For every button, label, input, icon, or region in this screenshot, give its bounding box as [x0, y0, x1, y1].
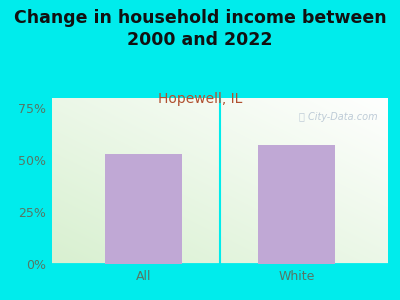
- Text: ⓘ City-Data.com: ⓘ City-Data.com: [299, 112, 378, 122]
- Bar: [106, 154, 182, 264]
- Bar: [258, 146, 334, 264]
- Text: Change in household income between
2000 and 2022: Change in household income between 2000 …: [14, 9, 386, 49]
- Text: Hopewell, IL: Hopewell, IL: [158, 92, 242, 106]
